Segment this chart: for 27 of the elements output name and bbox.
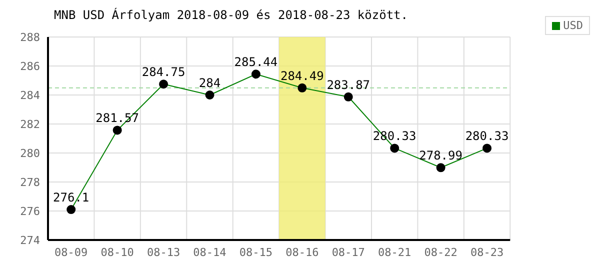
y-tick-label: 276 [20, 204, 40, 218]
y-tick-label: 278 [20, 176, 40, 189]
data-label: 280.33 [465, 129, 509, 144]
y-tick-label: 280 [20, 146, 40, 160]
x-tick-label: 08-16 [286, 246, 319, 259]
x-tick-label: 08-21 [378, 246, 412, 259]
y-tick-label: 286 [20, 60, 40, 73]
y-tick-label: 274 [20, 234, 40, 247]
y-tick-label: 288 [20, 30, 40, 44]
chart-title: MNB USD Árfolyam 2018-08-09 és 2018-08-23 között. [54, 8, 408, 22]
data-label: 285.44 [234, 55, 278, 70]
legend-label: USD [562, 19, 583, 32]
x-tick-label: 08-10 [100, 246, 134, 259]
x-tick-label: 08-09 [54, 246, 88, 259]
data-label: 284 [198, 76, 221, 90]
x-tick-label: 08-13 [146, 246, 180, 259]
y-tick-label: 284 [20, 88, 40, 102]
x-tick-label: 08-15 [239, 246, 273, 259]
data-label: 284.75 [142, 65, 186, 80]
x-tick-label: 08-14 [193, 246, 227, 259]
x-tick-label: 08-22 [424, 246, 458, 259]
data-label: 284.49 [280, 68, 324, 83]
data-label: 278.99 [419, 148, 462, 163]
x-tick-label: 08-23 [470, 246, 504, 259]
data-label: 283.87 [326, 78, 370, 92]
y-tick-label: 282 [20, 118, 40, 131]
x-tick-label: 08-17 [332, 246, 365, 259]
